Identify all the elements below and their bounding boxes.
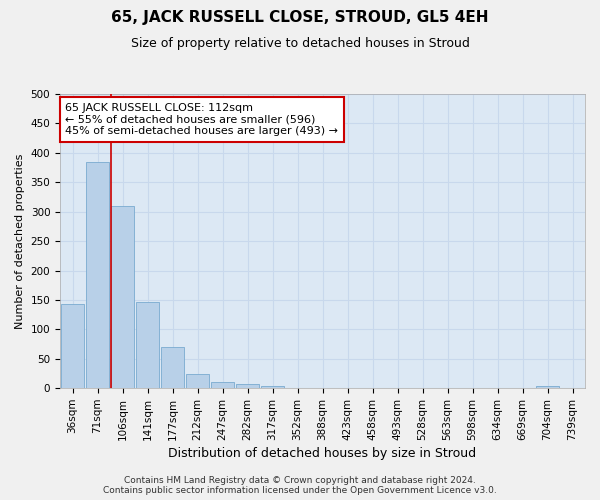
Y-axis label: Number of detached properties: Number of detached properties [15,154,25,329]
Text: Size of property relative to detached houses in Stroud: Size of property relative to detached ho… [131,38,469,51]
X-axis label: Distribution of detached houses by size in Stroud: Distribution of detached houses by size … [169,447,476,460]
Text: 65 JACK RUSSELL CLOSE: 112sqm
← 55% of detached houses are smaller (596)
45% of : 65 JACK RUSSELL CLOSE: 112sqm ← 55% of d… [65,103,338,136]
Bar [186,374,209,388]
Text: Contains HM Land Registry data © Crown copyright and database right 2024.
Contai: Contains HM Land Registry data © Crown c… [103,476,497,495]
Bar [261,386,284,388]
Bar [161,347,184,388]
Bar [236,384,259,388]
Bar [136,302,159,388]
Bar [86,162,109,388]
Bar [211,382,234,388]
Bar [111,206,134,388]
Bar [536,386,559,388]
Text: 65, JACK RUSSELL CLOSE, STROUD, GL5 4EH: 65, JACK RUSSELL CLOSE, STROUD, GL5 4EH [111,10,489,25]
Bar [61,304,84,388]
